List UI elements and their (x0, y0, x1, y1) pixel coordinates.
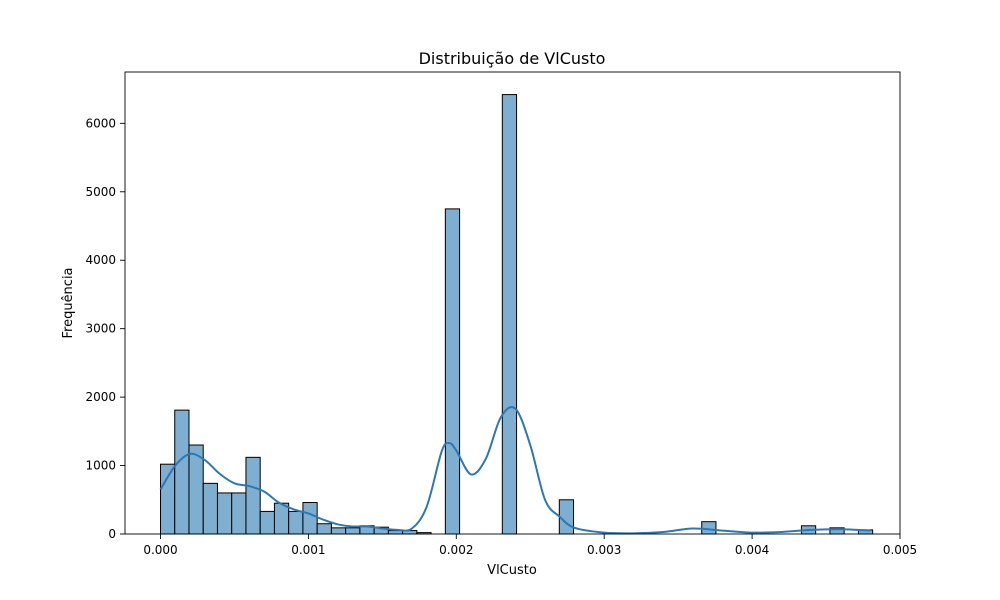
histogram-bar (288, 510, 304, 535)
y-axis-ticks: 0 1000 2000 3000 4000 5000 6000 (85, 116, 125, 541)
y-tick-label: 2000 (85, 390, 116, 404)
histogram-bar (160, 463, 176, 535)
x-axis-ticks: 0.000 0.001 0.002 0.003 0.004 0.005 (143, 534, 917, 557)
histogram-bar (330, 527, 347, 535)
y-tick-label: 5000 (85, 185, 116, 199)
histogram-bar (701, 521, 717, 535)
histogram-bar (316, 523, 332, 535)
y-tick-label: 1000 (85, 459, 116, 473)
histogram-bar (231, 492, 247, 535)
histogram-bar (245, 456, 261, 535)
x-tick-label: 0.004 (735, 543, 769, 557)
histogram-bar (174, 409, 190, 535)
x-tick-label: 0.003 (587, 543, 621, 557)
plot-frame (124, 71, 901, 535)
y-tick-label: 4000 (85, 253, 116, 267)
histogram-bar (558, 499, 575, 535)
histogram-bar (302, 502, 318, 535)
y-tick-label: 0 (108, 527, 116, 541)
histogram-bar (202, 482, 218, 535)
x-tick-label: 0.001 (291, 543, 325, 557)
y-axis-label: Frequência (61, 267, 76, 338)
x-tick-label: 0.002 (439, 543, 473, 557)
histogram-bar (501, 94, 518, 535)
kde-line (159, 406, 871, 535)
y-tick-label: 6000 (85, 116, 116, 130)
y-tick-label: 3000 (85, 322, 116, 336)
histogram-bar (216, 492, 233, 535)
histogram-bar (444, 208, 461, 535)
chart-title: Distribuição de VlCusto (419, 49, 606, 68)
histogram-bar (345, 527, 361, 535)
x-axis-label: VlCusto (487, 563, 537, 578)
histogram-bars (160, 94, 874, 535)
x-tick-label: 0.000 (143, 543, 177, 557)
x-tick-label: 0.005 (883, 543, 917, 557)
histogram-bar (259, 510, 275, 535)
histogram-bar (273, 502, 290, 535)
